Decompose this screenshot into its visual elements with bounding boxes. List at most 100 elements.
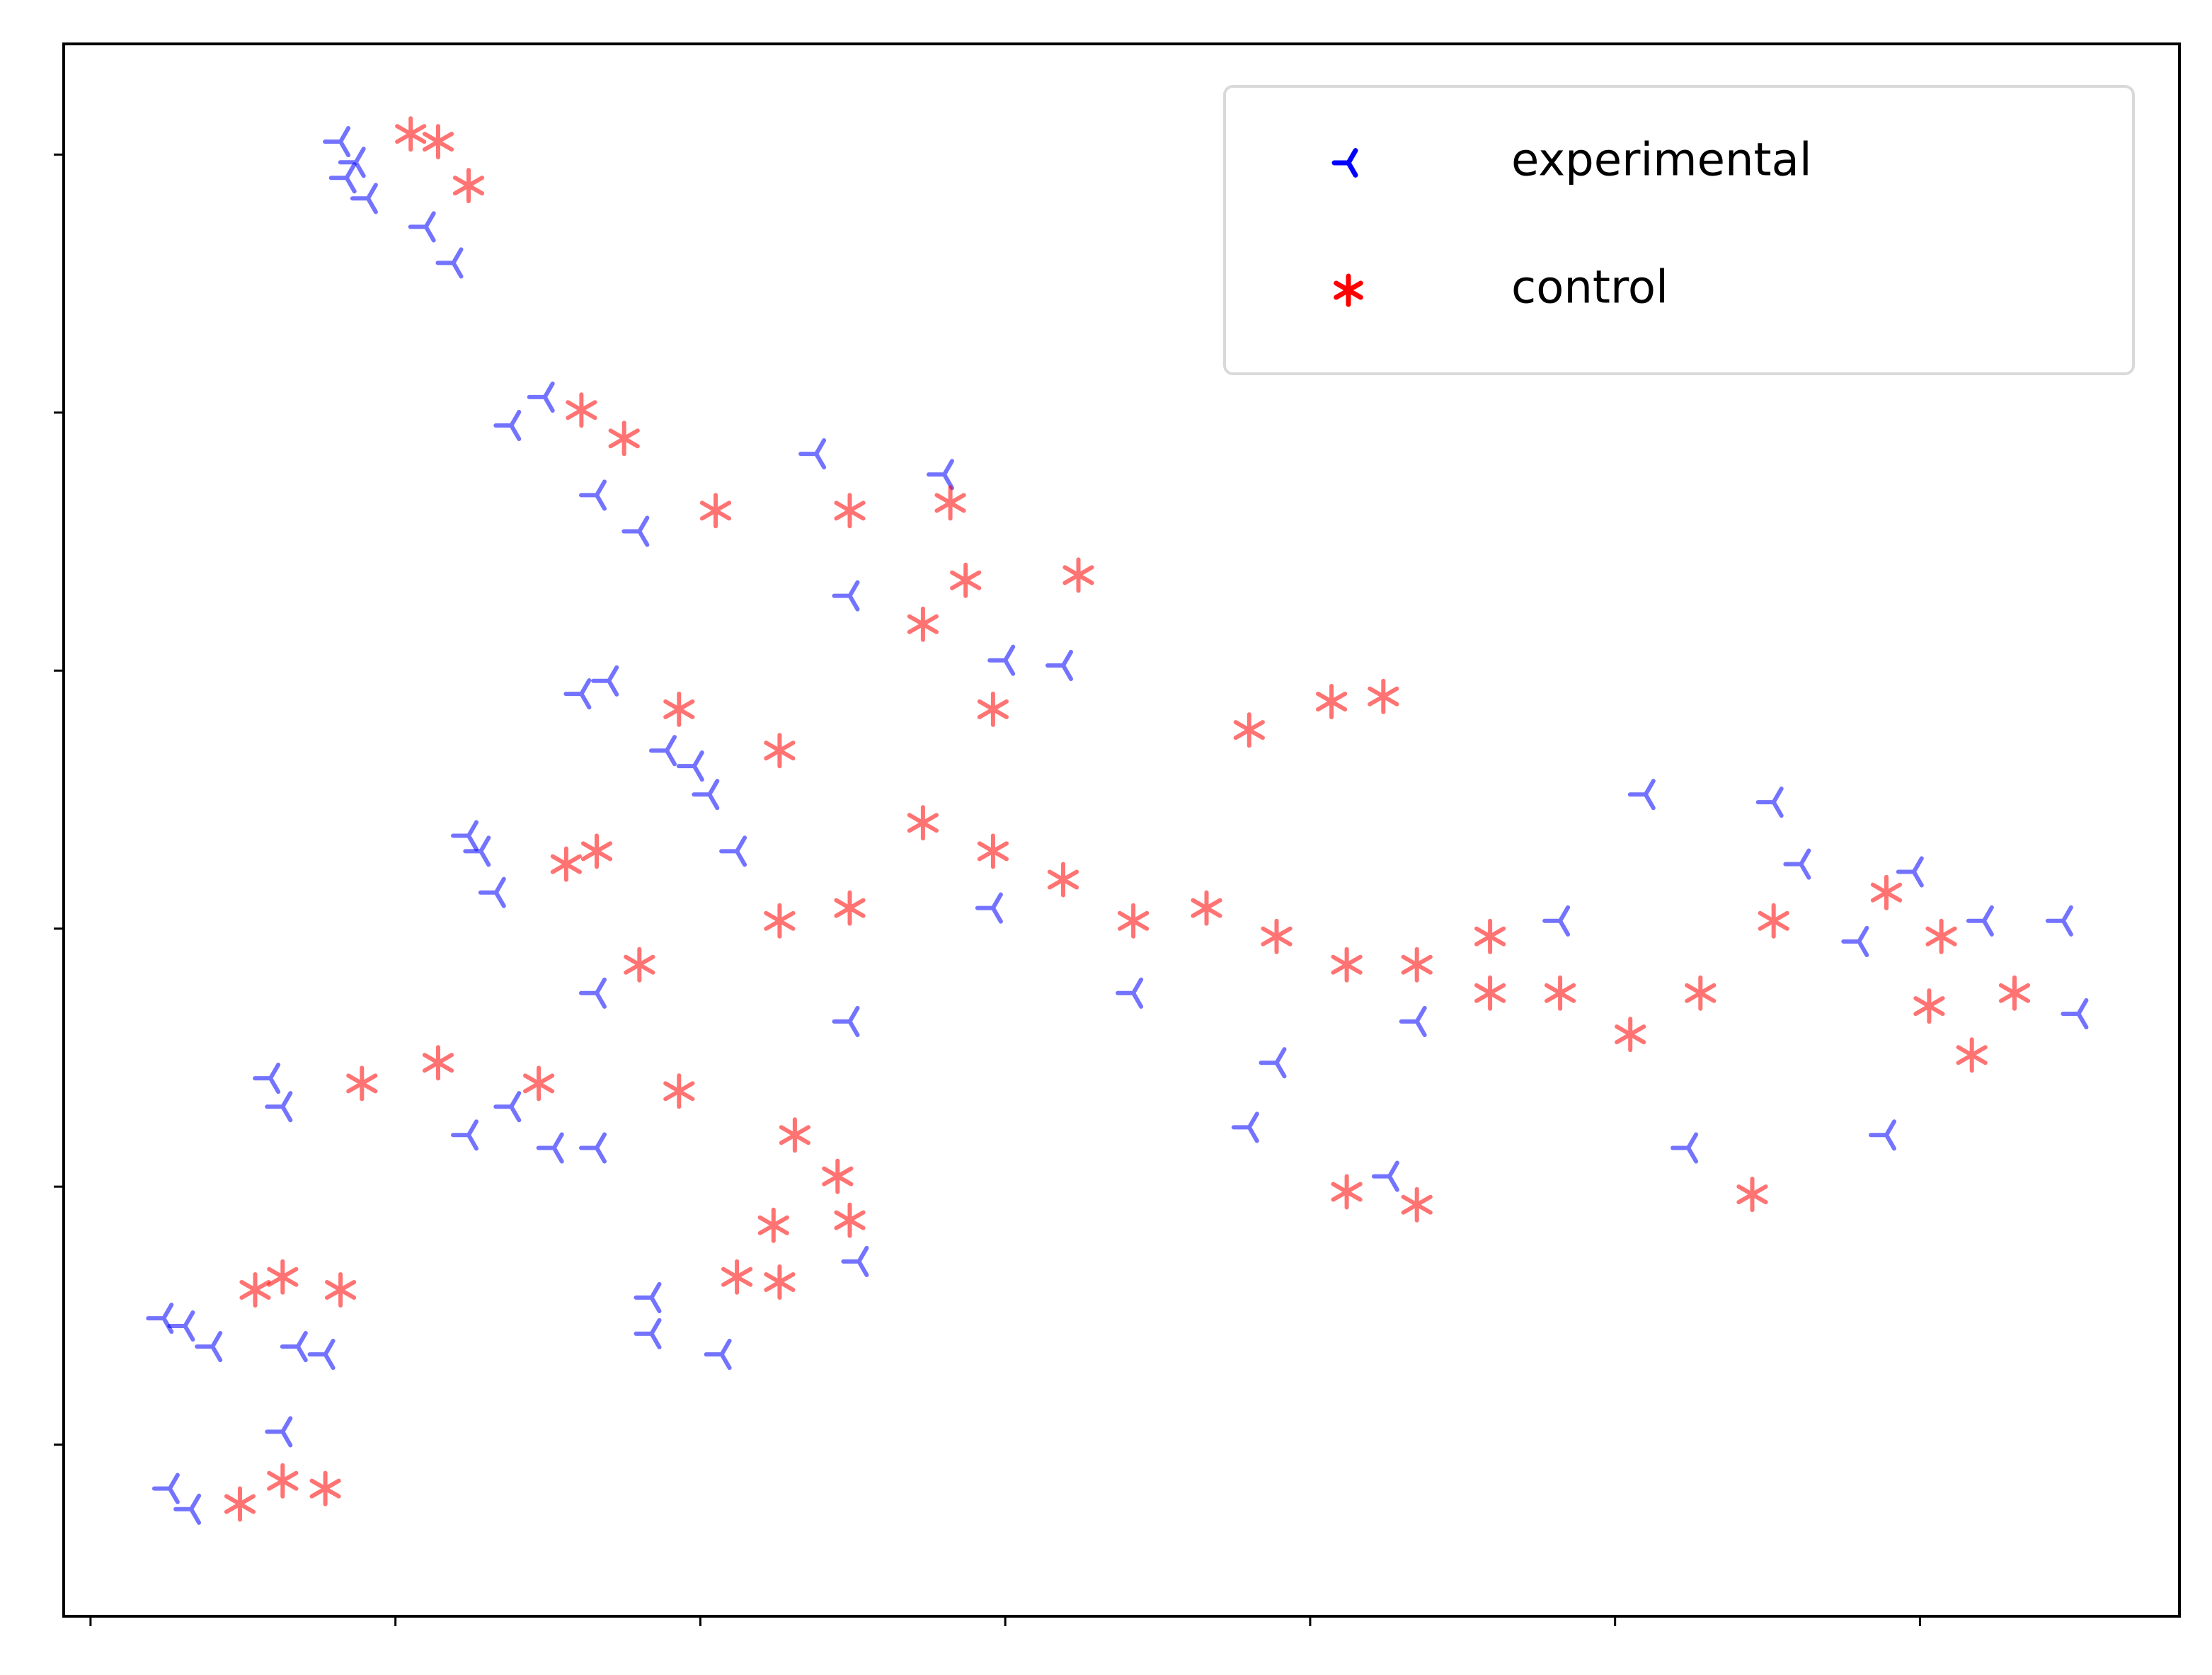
point <box>721 1259 753 1295</box>
point <box>1896 856 1924 888</box>
point <box>649 735 677 767</box>
legend-label: control <box>1511 262 1668 314</box>
point <box>1671 1132 1699 1164</box>
point <box>522 1065 555 1102</box>
point <box>621 515 650 547</box>
point <box>151 1473 180 1504</box>
point <box>323 126 351 158</box>
point <box>977 691 1009 727</box>
point <box>1062 557 1094 593</box>
point <box>907 805 939 841</box>
point <box>1191 890 1222 926</box>
point <box>325 1272 357 1308</box>
point <box>422 1045 454 1081</box>
point <box>536 1132 564 1164</box>
point <box>1869 1119 1896 1151</box>
point <box>634 1281 662 1313</box>
point <box>624 947 655 983</box>
point <box>608 421 640 457</box>
point <box>146 1303 174 1334</box>
point <box>566 392 597 428</box>
point <box>2045 905 2073 937</box>
point <box>328 162 357 194</box>
plot-area <box>146 116 2089 1525</box>
point <box>663 691 695 727</box>
point <box>1956 1037 1988 1073</box>
point <box>975 892 1003 924</box>
point <box>834 1202 866 1238</box>
axes-frame <box>62 42 2181 1618</box>
point <box>757 1207 789 1243</box>
point <box>579 977 607 1009</box>
point <box>832 1005 860 1037</box>
point <box>422 124 454 160</box>
point <box>822 1158 854 1194</box>
point <box>579 1132 607 1164</box>
point <box>934 485 966 521</box>
point <box>493 409 522 442</box>
point <box>239 1272 271 1308</box>
point <box>1047 862 1079 898</box>
point <box>1966 905 1994 937</box>
point <box>1627 779 1656 811</box>
point <box>346 1065 378 1102</box>
point <box>265 1416 293 1448</box>
point <box>527 381 555 413</box>
point <box>841 1245 869 1277</box>
point <box>591 665 619 697</box>
point <box>1401 947 1433 983</box>
point <box>1117 903 1150 939</box>
point <box>253 1063 281 1094</box>
point <box>1116 977 1144 1009</box>
point <box>764 1264 796 1300</box>
point <box>2061 997 2089 1030</box>
point <box>927 459 954 491</box>
point <box>309 1470 341 1507</box>
point <box>451 1119 478 1151</box>
point <box>550 846 583 882</box>
point <box>1685 975 1717 1011</box>
point <box>1474 918 1506 954</box>
point <box>1368 678 1399 714</box>
legend-marker <box>1331 148 1358 178</box>
legend-label: experimental <box>1511 135 1812 187</box>
point <box>1870 874 1903 910</box>
point <box>779 1117 811 1153</box>
point <box>907 606 939 642</box>
point <box>452 168 485 204</box>
point <box>832 580 860 612</box>
point <box>663 1073 695 1109</box>
point <box>493 1091 522 1123</box>
point <box>267 1259 299 1295</box>
point <box>1542 905 1571 937</box>
point <box>764 733 796 769</box>
point <box>579 479 607 511</box>
point <box>1736 1177 1768 1213</box>
point <box>704 1339 732 1371</box>
point <box>834 890 866 926</box>
legend: experimental control <box>1223 85 2135 375</box>
point <box>1045 649 1073 682</box>
point <box>977 833 1009 869</box>
point <box>395 116 427 152</box>
point <box>950 562 982 598</box>
point <box>307 1339 336 1371</box>
point <box>1331 1174 1363 1210</box>
point <box>764 903 796 939</box>
point <box>173 1493 202 1525</box>
point <box>1545 975 1576 1011</box>
point <box>692 779 720 811</box>
legend-marker <box>1334 273 1363 307</box>
point <box>1755 787 1784 818</box>
point <box>580 833 613 869</box>
point <box>280 1331 308 1363</box>
point <box>987 644 1016 676</box>
point <box>719 835 747 867</box>
point <box>1261 918 1293 954</box>
point <box>463 835 491 867</box>
point <box>451 820 478 852</box>
point <box>1315 684 1348 719</box>
point <box>699 493 732 529</box>
point <box>634 1317 662 1349</box>
